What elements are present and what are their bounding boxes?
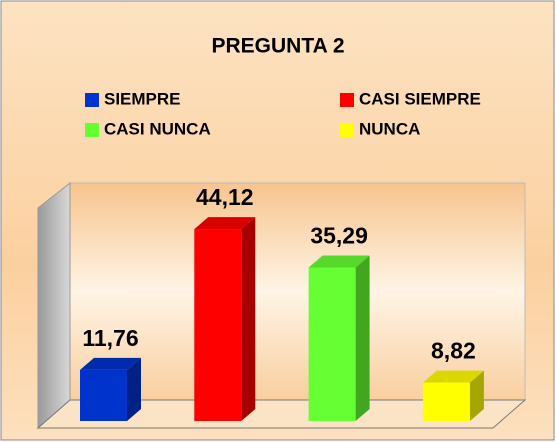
bar-top [194,217,256,230]
data-label: 11,76 [82,325,138,351]
legend-label: CASI SIEMPRE [359,89,481,108]
bar-top [308,255,370,268]
bar-side [127,357,141,421]
legend-label: CASI NUNCA [104,119,211,138]
legend-swatch [85,123,99,137]
legend-swatch [340,93,354,107]
chart-title: PREGUNTA 2 [211,35,344,58]
legend-swatch [85,93,99,107]
data-label: 8,82 [431,338,476,364]
data-label: 35,29 [310,223,368,249]
bar [422,382,470,421]
bar-side [241,217,256,421]
bar [80,369,127,421]
legend-label: NUNCA [359,119,420,138]
bar-top [80,357,141,370]
legend-swatch [340,123,354,137]
data-label: 44,12 [196,184,254,210]
floor [36,399,527,429]
bar-side [355,255,370,421]
side-wall [37,181,71,430]
legend-label: SIEMPRE [104,89,181,108]
bar-top [422,370,484,383]
bar [194,229,242,421]
bar [308,267,356,421]
bar-side [469,370,484,421]
